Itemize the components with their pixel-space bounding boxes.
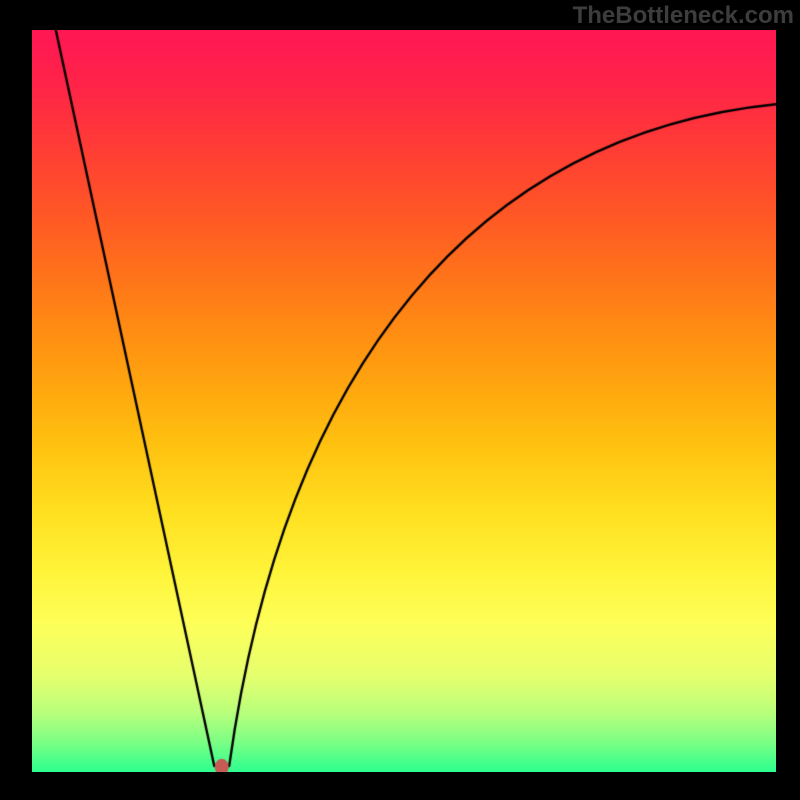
plot-area bbox=[32, 30, 776, 772]
chart-stage: TheBottleneck.com bbox=[0, 0, 800, 800]
watermark-text: TheBottleneck.com bbox=[573, 2, 794, 30]
bottleneck-curve bbox=[32, 30, 776, 772]
